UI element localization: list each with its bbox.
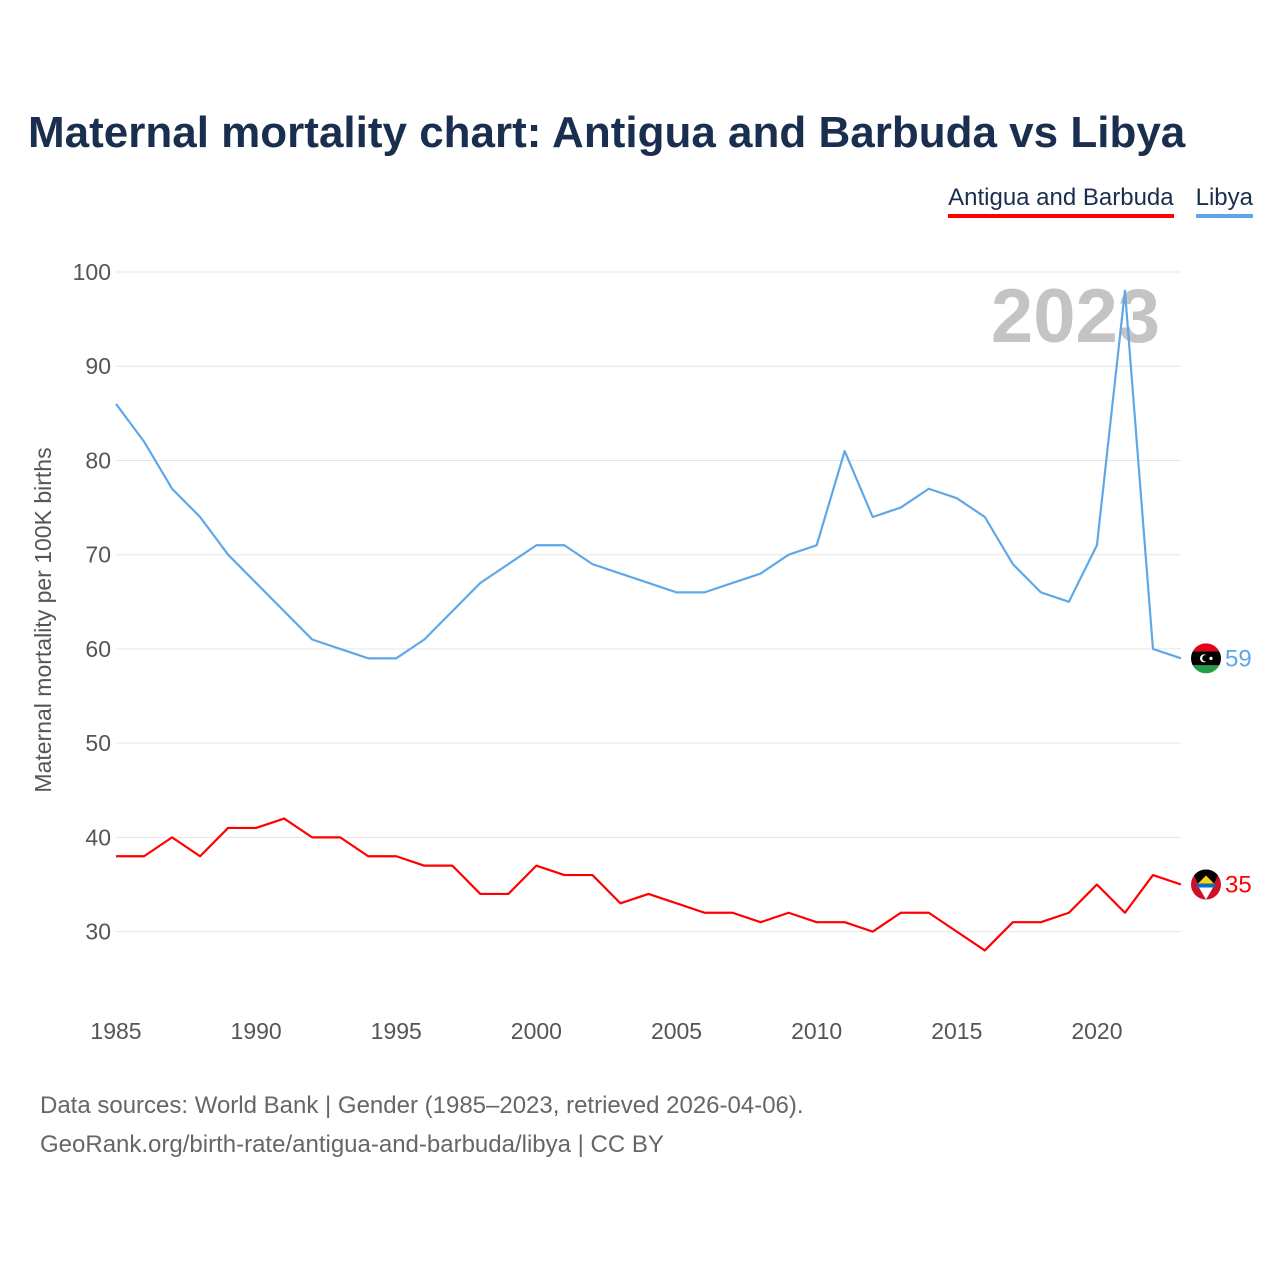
source-line-2: GeoRank.org/birth-rate/antigua-and-barbu… bbox=[40, 1131, 664, 1158]
x-tick-label-2015: 2015 bbox=[931, 1018, 982, 1044]
flag-icon-libya bbox=[1191, 643, 1221, 674]
flag-icon-antigua-and-barbuda bbox=[1191, 869, 1221, 900]
series-lines bbox=[115, 289, 1182, 952]
x-axis: 1985 1990 1995 2000 2005 2010 2015 2020 bbox=[90, 1018, 1122, 1044]
legend-item-antigua-and-barbuda[interactable]: Antigua and Barbuda bbox=[948, 184, 1174, 218]
series-line-libya bbox=[115, 289, 1182, 660]
y-tick-label-30: 30 bbox=[85, 919, 111, 945]
x-tick-label-1995: 1995 bbox=[371, 1018, 422, 1044]
y-tick-label-80: 80 bbox=[85, 447, 111, 473]
y-tick-label-60: 60 bbox=[85, 636, 111, 662]
legend: Antigua and Barbuda Libya bbox=[948, 184, 1253, 218]
x-tick-label-2020: 2020 bbox=[1071, 1018, 1122, 1044]
x-tick-label-2000: 2000 bbox=[511, 1018, 562, 1044]
series-line-antigua-and-barbuda bbox=[116, 817, 1182, 952]
source-line-1: Data sources: World Bank | Gender (1985–… bbox=[40, 1092, 804, 1119]
end-label-libya: 59 bbox=[1225, 645, 1252, 672]
grid bbox=[116, 271, 1181, 933]
y-axis-label: Maternal mortality per 100K births bbox=[30, 447, 56, 792]
chart-title: Maternal mortality chart: Antigua and Ba… bbox=[28, 108, 1186, 157]
x-tick-label-2005: 2005 bbox=[651, 1018, 702, 1044]
y-tick-label-70: 70 bbox=[85, 542, 111, 568]
legend-item-libya[interactable]: Libya bbox=[1195, 184, 1253, 218]
x-tick-label-1985: 1985 bbox=[90, 1018, 141, 1044]
source-note: Data sources: World Bank | Gender (1985–… bbox=[40, 1086, 804, 1164]
x-tick-label-1990: 1990 bbox=[231, 1018, 282, 1044]
series-end-markers: 35 59 bbox=[1191, 643, 1252, 900]
y-tick-label-90: 90 bbox=[85, 353, 111, 379]
line-chart: 30 40 50 60 70 80 90 100 1985 1990 1995 2000 2005 20… bbox=[30, 259, 1252, 1044]
y-axis: 30 40 50 60 70 80 90 100 bbox=[73, 259, 111, 945]
year-watermark: 2023 bbox=[991, 274, 1160, 359]
x-tick-label-2010: 2010 bbox=[791, 1018, 842, 1044]
y-tick-label-50: 50 bbox=[85, 730, 111, 756]
y-tick-label-40: 40 bbox=[85, 824, 111, 850]
end-label-antigua-and-barbuda: 35 bbox=[1225, 872, 1252, 899]
y-tick-label-100: 100 bbox=[73, 259, 111, 285]
